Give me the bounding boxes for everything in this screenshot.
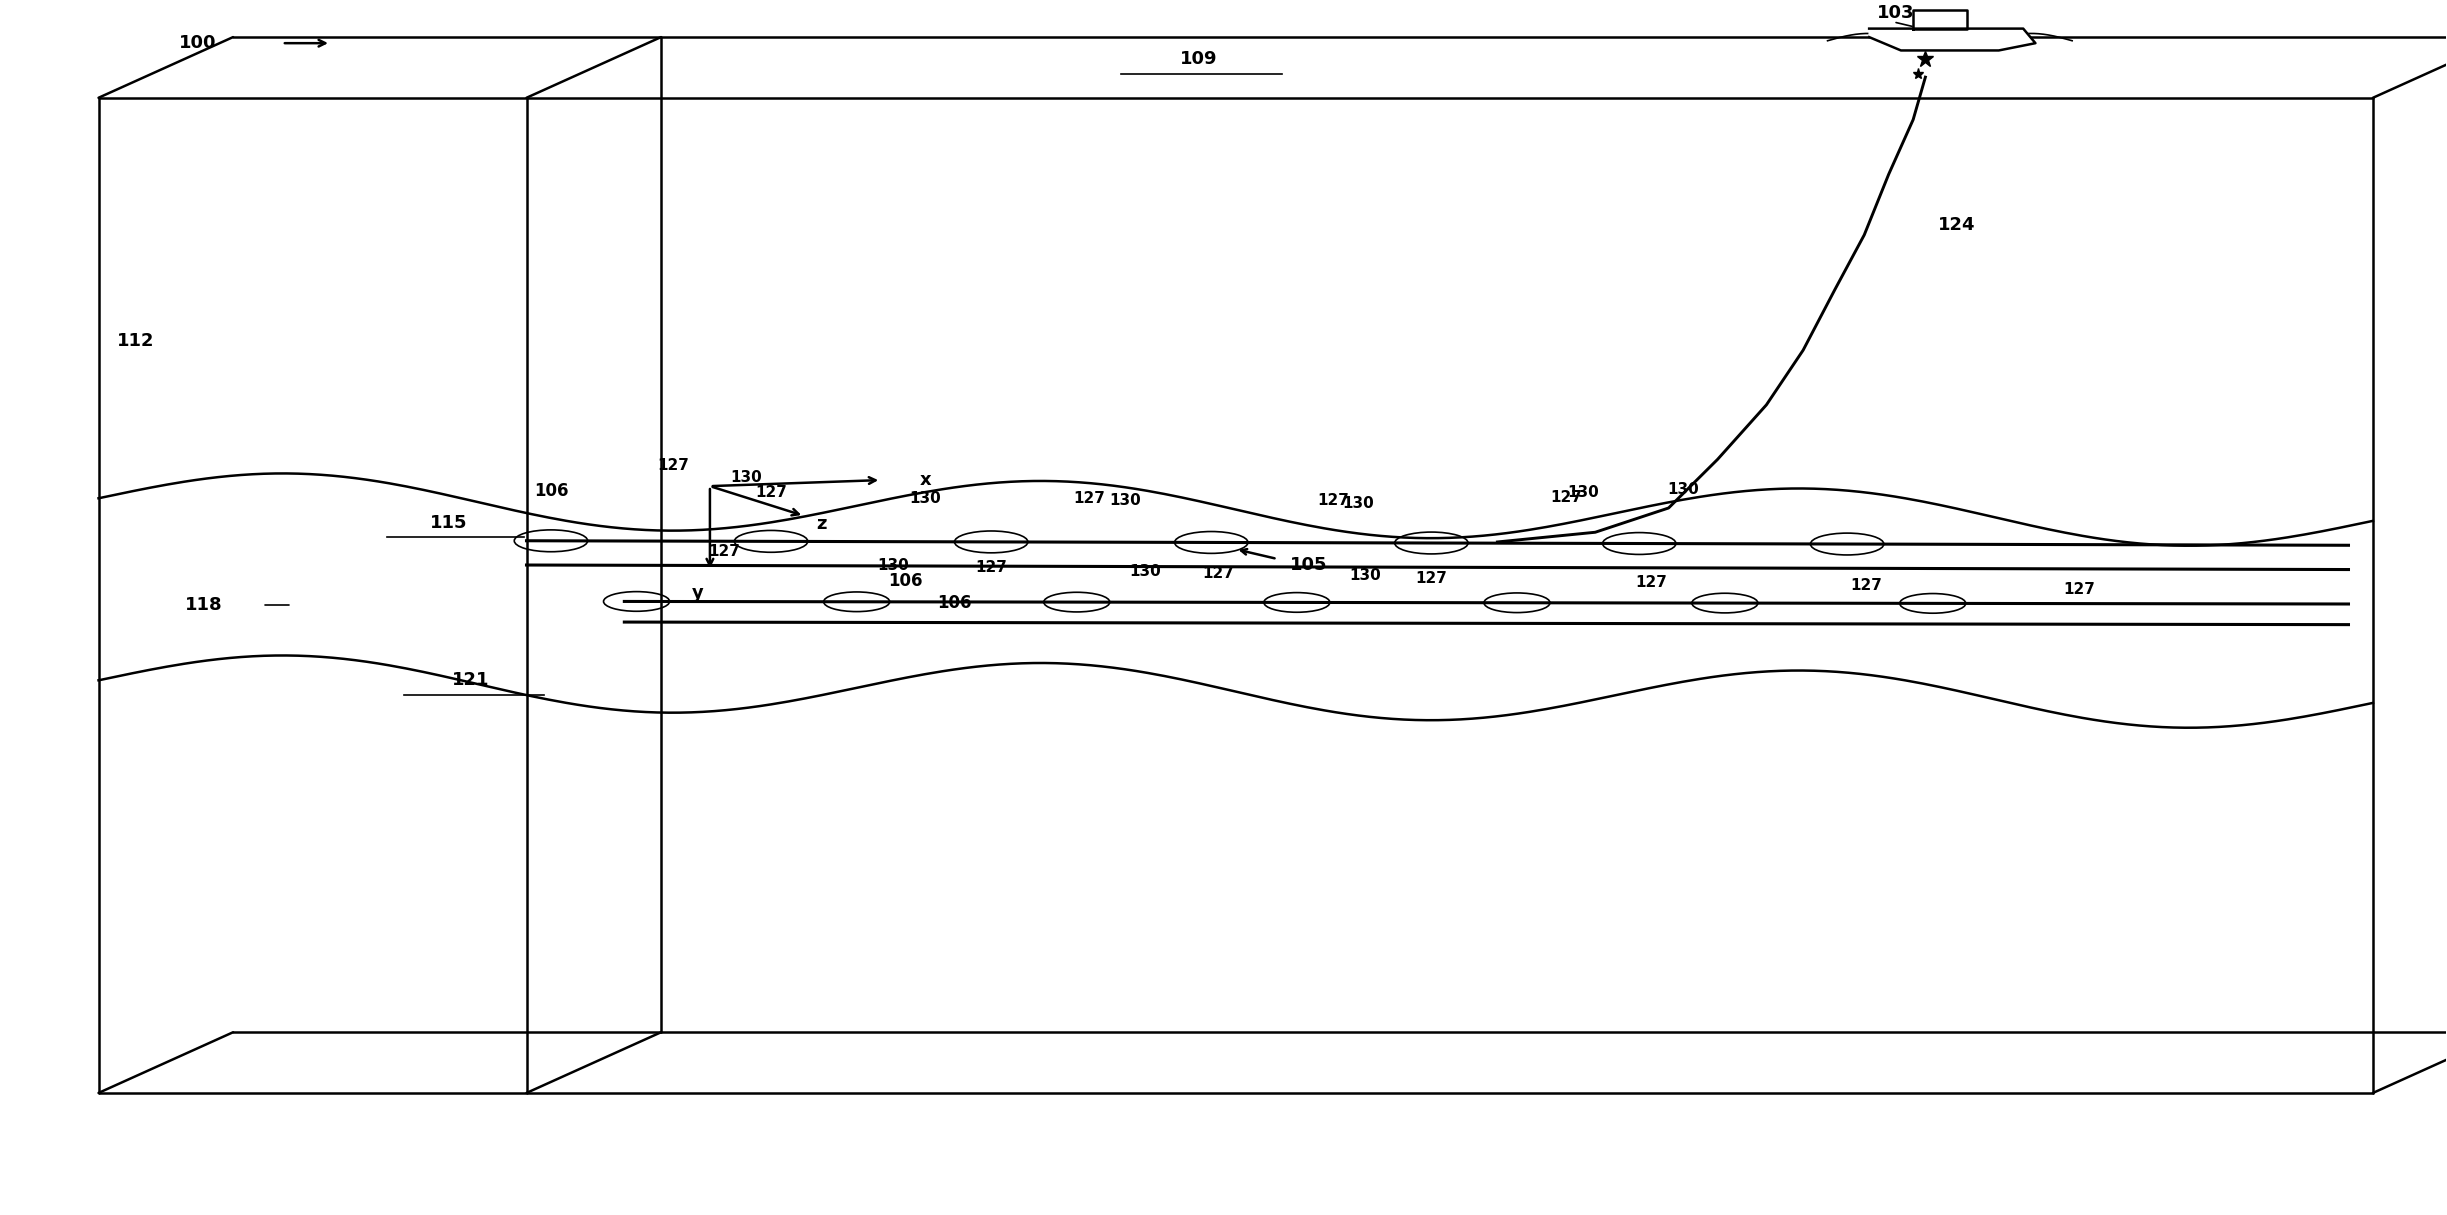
Text: 127: 127	[1414, 571, 1446, 586]
Text: 130: 130	[1131, 564, 1162, 578]
Text: 106: 106	[888, 571, 923, 589]
Text: 100: 100	[179, 34, 218, 52]
Text: 127: 127	[1635, 575, 1666, 589]
Text: 109: 109	[1179, 50, 1219, 68]
Text: 127: 127	[658, 458, 690, 473]
Text: 127: 127	[976, 560, 1008, 575]
Text: 127: 127	[1074, 491, 1106, 505]
Text: 127: 127	[1316, 493, 1348, 508]
Text: 130: 130	[878, 558, 910, 572]
Text: 130: 130	[910, 491, 942, 505]
Text: 127: 127	[1549, 490, 1581, 504]
Text: 124: 124	[1938, 216, 1975, 234]
Text: 130: 130	[1111, 493, 1143, 508]
Text: 130: 130	[1341, 496, 1373, 510]
Text: z: z	[815, 515, 827, 533]
Text: 105: 105	[1290, 556, 1329, 573]
Text: 130: 130	[1666, 482, 1698, 497]
Text: 127: 127	[1201, 566, 1236, 581]
Text: 127: 127	[1850, 578, 1882, 593]
Text: 118: 118	[186, 597, 223, 614]
Text: 130: 130	[1348, 569, 1380, 583]
Text: 130: 130	[732, 470, 763, 485]
Text: 115: 115	[431, 514, 467, 531]
Text: 106: 106	[533, 482, 568, 499]
Text: 127: 127	[2063, 582, 2095, 597]
Text: y: y	[693, 584, 705, 601]
Text: 103: 103	[1877, 4, 1916, 22]
Text: 112: 112	[117, 332, 154, 350]
Polygon shape	[1870, 29, 2036, 51]
Text: 130: 130	[1566, 485, 1598, 499]
Text: 127: 127	[756, 485, 788, 499]
Text: 106: 106	[937, 593, 971, 611]
Text: 121: 121	[453, 672, 489, 689]
Text: x: x	[920, 471, 930, 490]
Polygon shape	[1914, 11, 1967, 29]
Text: 127: 127	[710, 544, 741, 559]
